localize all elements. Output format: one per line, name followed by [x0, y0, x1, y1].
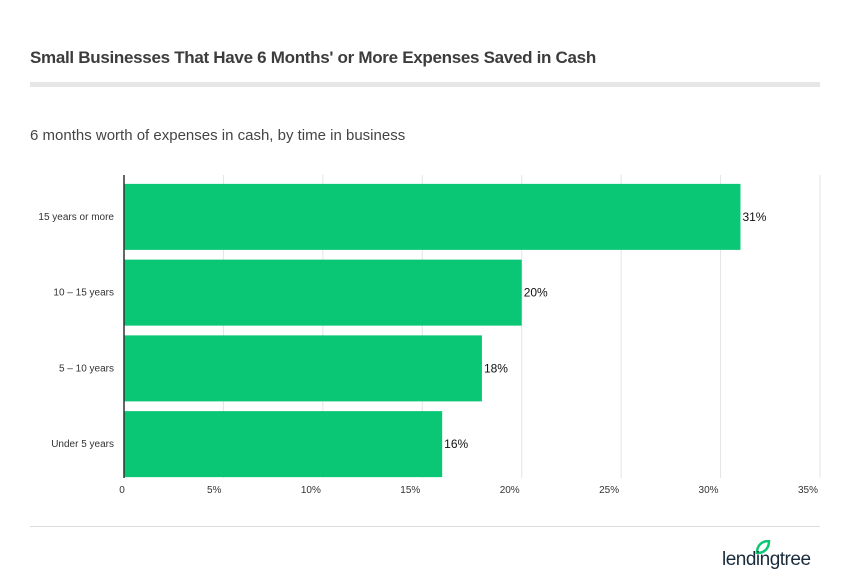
y-category-label: 10 – 15 years — [53, 288, 114, 299]
x-tick-label: 25% — [599, 485, 619, 496]
chart-title: Small Businesses That Have 6 Months' or … — [30, 48, 596, 67]
y-category-label: 15 years or more — [38, 212, 114, 223]
x-tick-label: 10% — [301, 485, 321, 496]
bar — [124, 183, 741, 250]
leaf-icon — [755, 540, 771, 554]
y-category-label: Under 5 years — [51, 439, 114, 450]
chart-subtitle: 6 months worth of expenses in cash, by t… — [30, 127, 406, 144]
logo-text: lendingtree — [722, 549, 811, 570]
x-tick-label: 35% — [798, 485, 818, 496]
divider — [30, 526, 820, 527]
data-label: 31% — [742, 210, 766, 224]
data-label: 20% — [524, 286, 548, 300]
lendingtree-logo: lendingtree — [722, 540, 817, 570]
x-tick-label: 15% — [400, 485, 420, 496]
data-label: 18% — [484, 361, 508, 375]
y-category-label: 5 – 10 years — [59, 363, 114, 374]
divider — [30, 82, 820, 87]
bar — [124, 335, 482, 402]
bar — [124, 259, 522, 326]
x-tick-label: 20% — [500, 485, 520, 496]
data-label: 16% — [444, 437, 468, 451]
x-tick-label: 5% — [207, 485, 222, 496]
bar — [124, 411, 443, 478]
x-tick-label: 30% — [699, 485, 719, 496]
x-tick-label: 0 — [119, 485, 125, 496]
